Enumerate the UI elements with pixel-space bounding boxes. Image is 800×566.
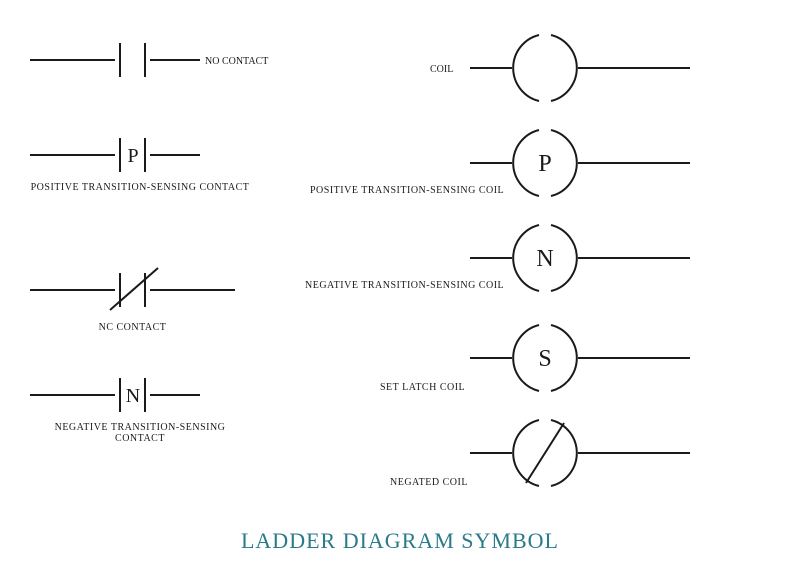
p-contact-symbol: P POSITIVE TRANSITION-SENSING CONTACT [30,130,350,193]
s-coil-letter: S [538,346,551,372]
coil-label-text: COIL [430,64,453,75]
neg-coil-symbol: NEGATED COIL [400,415,780,491]
n-contact-symbol: N NEGATIVE TRANSITION-SENSING CONTACT [30,370,350,444]
s-coil-label: SET LATCH COIL [380,382,465,393]
nc-contact-label: NC CONTACT [30,322,235,333]
nc-contact-symbol: NC CONTACT [30,260,350,333]
neg-coil-label: NEGATED COIL [390,477,468,488]
p-contact-label: POSITIVE TRANSITION-SENSING CONTACT [30,182,250,193]
n-coil-label: NEGATIVE TRANSITION-SENSING COIL [305,280,515,291]
n-contact-svg: N [30,370,250,420]
n-coil-letter: N [536,246,553,272]
nc-contact-svg [30,260,250,320]
p-coil-letter: P [538,151,551,177]
n-contact-letter: N [126,385,140,407]
no-contact-symbol: NO CONTACT [30,35,350,85]
p-coil-symbol: P POSITIVE TRANSITION-SENSING COIL [400,125,780,201]
coil-svg: COIL [400,30,700,106]
p-contact-letter: P [127,145,138,167]
no-contact-svg: NO CONTACT [30,35,310,85]
coil-symbol: COIL [400,30,780,106]
n-contact-label: NEGATIVE TRANSITION-SENSING CONTACT [30,422,250,444]
p-contact-svg: P [30,130,250,180]
s-coil-symbol: S SET LATCH COIL [400,320,780,396]
no-contact-label: NO CONTACT [205,56,268,67]
n-coil-symbol: N NEGATIVE TRANSITION-SENSING COIL [400,220,780,296]
p-coil-label: POSITIVE TRANSITION-SENSING COIL [310,185,510,196]
diagram-title: LADDER DIAGRAM SYMBOL [0,528,800,554]
